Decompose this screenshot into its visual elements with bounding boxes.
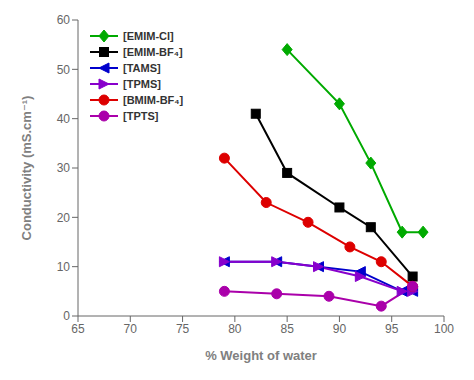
- svg-text:95: 95: [385, 322, 399, 336]
- svg-text:70: 70: [124, 322, 138, 336]
- svg-text:85: 85: [280, 322, 294, 336]
- html-text:[TPMS]: [TPMS]: [123, 78, 161, 90]
- html-text:[TPTS]: [TPTS]: [123, 110, 159, 122]
- svg-text:10: 10: [57, 260, 71, 274]
- svg-text:Conductivity (mS.cm⁻¹): Conductivity (mS.cm⁻¹): [19, 96, 34, 241]
- svg-text:50: 50: [57, 63, 71, 77]
- svg-text:65: 65: [71, 322, 85, 336]
- svg-text:60: 60: [57, 13, 71, 27]
- svg-text:% Weight of water: % Weight of water: [205, 348, 317, 363]
- svg-text:40: 40: [57, 112, 71, 126]
- svg-text:100: 100: [434, 322, 454, 336]
- html-text:[EMIM-Cl]: [EMIM-Cl]: [123, 30, 174, 42]
- html-text:[TAMS]: [TAMS]: [123, 62, 161, 74]
- html-text:[EMIM-BF₄]: [EMIM-BF₄]: [123, 46, 183, 58]
- svg-text:90: 90: [333, 322, 347, 336]
- svg-text:20: 20: [57, 211, 71, 225]
- svg-text:80: 80: [228, 322, 242, 336]
- svg-text:75: 75: [176, 322, 190, 336]
- svg-text:30: 30: [57, 161, 71, 175]
- html-text:[BMIM-BF₄]: [BMIM-BF₄]: [123, 94, 184, 106]
- svg-text:0: 0: [63, 309, 70, 323]
